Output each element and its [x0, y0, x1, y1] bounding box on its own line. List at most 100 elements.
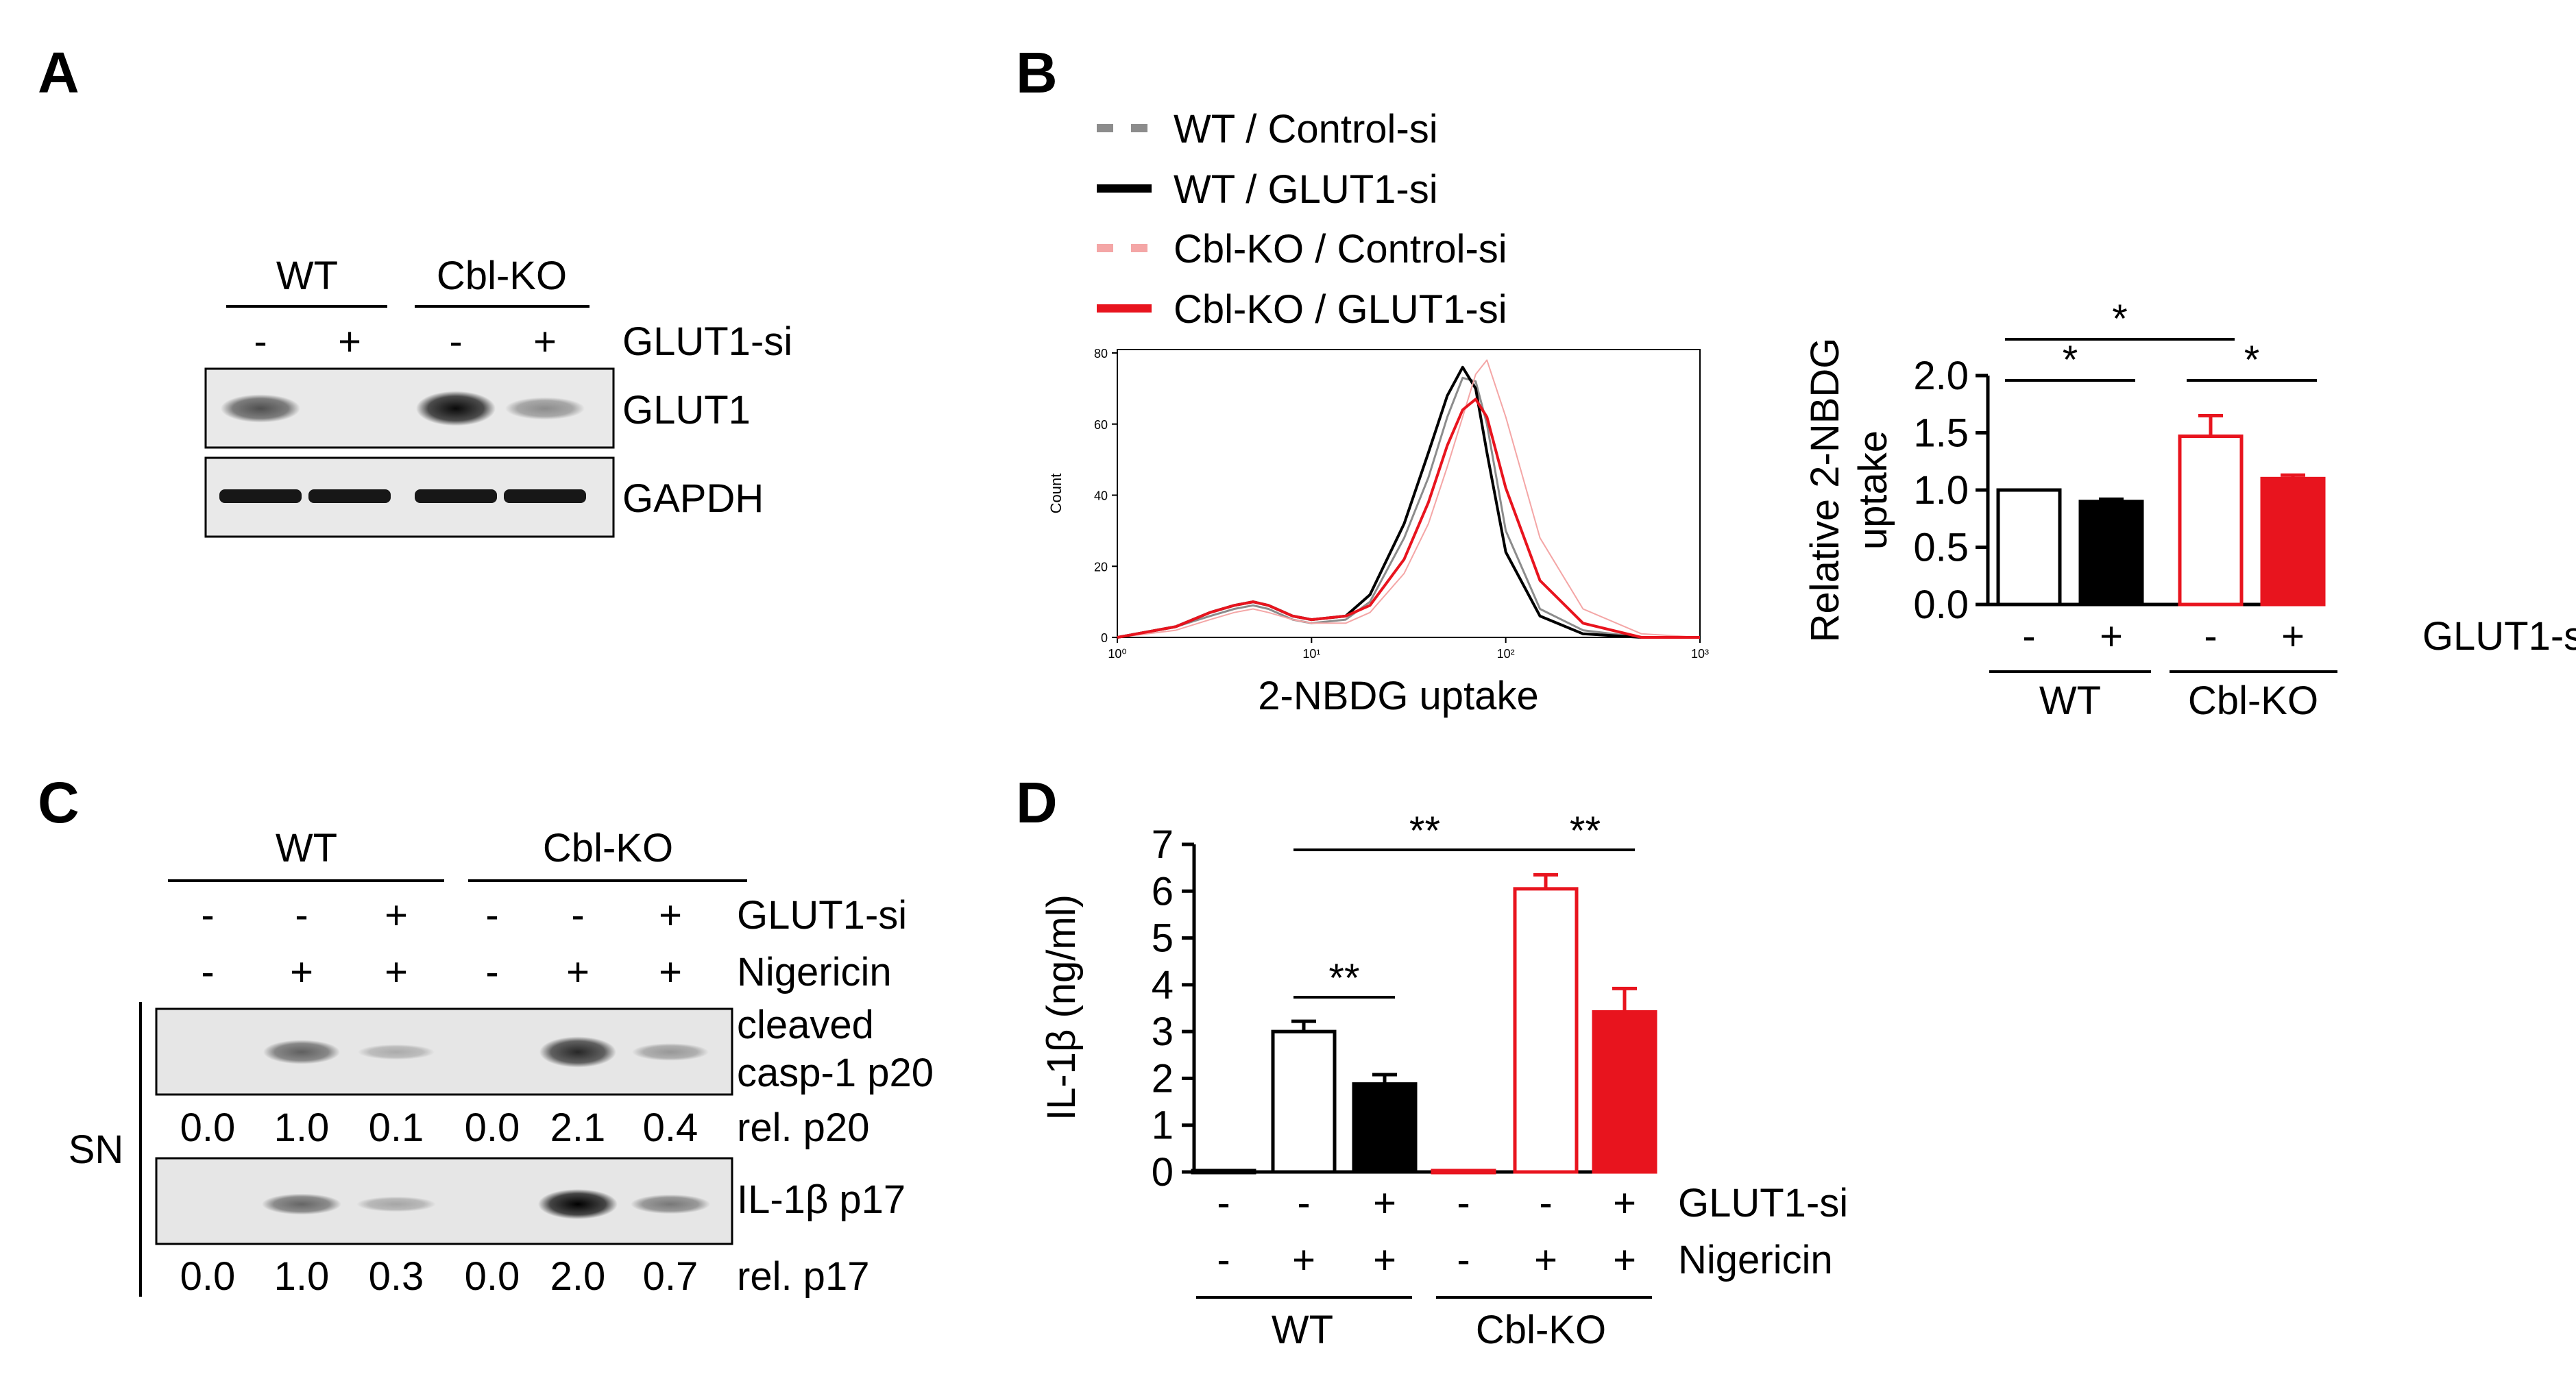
d-bar [1513, 887, 1579, 1174]
b-significance-star: * [2063, 338, 2078, 382]
panel-a-lane-signs: - + - + [254, 319, 557, 364]
d-bar [1592, 1010, 1657, 1174]
d-row2-sign: - [1217, 1238, 1230, 1282]
histogram-y-ticks: 0 20 40 60 80 [1094, 347, 1117, 645]
hist-curve-wt-control [1117, 376, 1700, 639]
b-ytick-label: 1.5 [1913, 411, 1969, 456]
hist-xtick-label: 10¹ [1302, 647, 1320, 661]
p17-band [631, 1194, 710, 1214]
panel-c-row2-sign: + [385, 950, 408, 994]
hist-ytick-label: 60 [1094, 418, 1108, 432]
panel-c-row1-sign: + [659, 893, 682, 938]
d-row1-sign: + [1373, 1181, 1396, 1225]
histogram-ylabel: Count [1047, 474, 1065, 514]
d-bar-ylabel: IL-1β (ng/ml) [1039, 894, 1084, 1121]
panel-a-lane-sign: + [338, 319, 361, 364]
p17-band [538, 1189, 618, 1219]
d-row1-sign: - [1457, 1181, 1470, 1225]
glut1-band [505, 397, 585, 420]
panel-c-p17-bands [262, 1189, 710, 1219]
d-ytick-label: 1 [1152, 1103, 1174, 1148]
b-bar-treatment-label: GLUT1-si [2422, 614, 2576, 659]
panel-c-p20-label-line1: cleaved [737, 1003, 874, 1047]
d-ytick-label: 5 [1152, 916, 1174, 961]
hist-ytick-label: 40 [1094, 489, 1108, 503]
panel-a-group-ko: Cbl-KO [437, 254, 567, 298]
panel-c-row2-sign: - [201, 950, 214, 994]
panel-a-lane-sign: + [533, 319, 557, 364]
hist-ytick-label: 0 [1101, 631, 1108, 645]
panel-c-row2-sign: - [485, 950, 498, 994]
glut1-band [416, 391, 496, 426]
hist-curve-wt-glut1 [1117, 365, 1700, 639]
d-bar [1191, 1169, 1256, 1175]
hist-curve-ko-glut1 [1117, 398, 1700, 639]
d-bar [1431, 1169, 1496, 1175]
d-row1-sign: - [1217, 1181, 1230, 1225]
rel-p20-value: 0.4 [643, 1105, 698, 1150]
b-category-label: + [2100, 614, 2123, 659]
b-significance-star: * [2244, 338, 2260, 382]
panel-c-row1-sign: + [385, 893, 408, 938]
panel-c-row2-sign: + [659, 950, 682, 994]
d-group-ko: Cbl-KO [1476, 1308, 1606, 1352]
panel-c-rel-p20-values: 0.0 1.0 0.1 0.0 2.1 0.4 [180, 1105, 698, 1150]
panel-c-group-wt: WT [276, 826, 337, 870]
panel-a-letter: A [38, 40, 80, 105]
hist-xtick-label: 10² [1497, 647, 1515, 661]
panel-c-p20-label-line2: casp-1 p20 [737, 1051, 934, 1095]
b-bar [2260, 476, 2326, 607]
d-row2-sign: + [1373, 1238, 1396, 1282]
rel-p17-value: 0.0 [465, 1254, 520, 1299]
panel-c-row1-sign: - [201, 893, 214, 938]
b-bar-ylabel-line2: uptake [1851, 430, 1895, 550]
d-ytick-label: 4 [1152, 963, 1174, 1007]
d-row2-sign: - [1457, 1238, 1470, 1282]
b-bar-group-ko: Cbl-KO [2188, 679, 2318, 723]
rel-p20-value: 1.0 [274, 1105, 330, 1150]
panel-b-bar-chart: 0.0 0.5 1.0 1.5 2.0 * * * - + - + GLUT1-si WT Cbl… [1803, 297, 2576, 723]
b-category-label: - [2022, 614, 2035, 659]
panel-c-condition-signs: - - + - - + - + + - + + [201, 893, 682, 994]
d-row1-sign: - [1539, 1181, 1552, 1225]
d-significance-star: ** [1328, 956, 1359, 1001]
d-ytick-label: 6 [1152, 869, 1174, 914]
hist-ytick-label: 20 [1094, 560, 1108, 574]
p20-band [263, 1040, 340, 1064]
panel-c-row2-sign: + [566, 950, 590, 994]
p20-band [539, 1036, 616, 1068]
b-category-label: - [2204, 614, 2217, 659]
b-ytick-label: 0.5 [1913, 526, 1969, 570]
panel-c-letter: C [38, 770, 80, 835]
gapdh-band [219, 489, 302, 503]
d-ytick-label: 3 [1152, 1010, 1174, 1054]
d-row1-sign: - [1297, 1181, 1310, 1225]
panel-c-row1-sign: - [295, 893, 308, 938]
histogram-curves [1117, 359, 1701, 639]
b-category-label: + [2281, 614, 2305, 659]
panel-a-lane-sign: - [254, 319, 267, 364]
legend-label-wt-glut1: WT / GLUT1-si [1174, 167, 1438, 212]
d-row1-label: GLUT1-si [1678, 1181, 1848, 1225]
d-significance-star: ** [1570, 809, 1601, 853]
gapdh-band [415, 489, 497, 503]
d-ytick-label: 7 [1152, 822, 1174, 867]
panel-a-glut1-label: GLUT1 [622, 388, 751, 432]
b-ytick-label: 0.0 [1913, 583, 1969, 627]
rel-p20-value: 0.0 [180, 1105, 236, 1150]
panel-c-side-label: SN [69, 1127, 124, 1172]
glut1-band [221, 394, 300, 423]
panel-b-legend: WT / Control-si WT / GLUT1-si Cbl-KO / C… [1097, 107, 1507, 332]
panel-a-group-wt: WT [276, 254, 338, 298]
panel-b-letter: B [1016, 40, 1058, 105]
rel-p17-value: 0.3 [369, 1254, 424, 1299]
b-bar-ylabel-line1: Relative 2-NBDG [1803, 338, 1847, 643]
panel-a-gapdh-label: GAPDH [622, 476, 764, 521]
d-row2-sign: + [1292, 1238, 1315, 1282]
p20-band [632, 1043, 709, 1061]
hist-ytick-label: 80 [1094, 347, 1108, 360]
b-significance-star: * [2112, 297, 2128, 341]
b-bar-group-wt: WT [2039, 679, 2101, 723]
panel-c-p20-bands [263, 1036, 709, 1068]
